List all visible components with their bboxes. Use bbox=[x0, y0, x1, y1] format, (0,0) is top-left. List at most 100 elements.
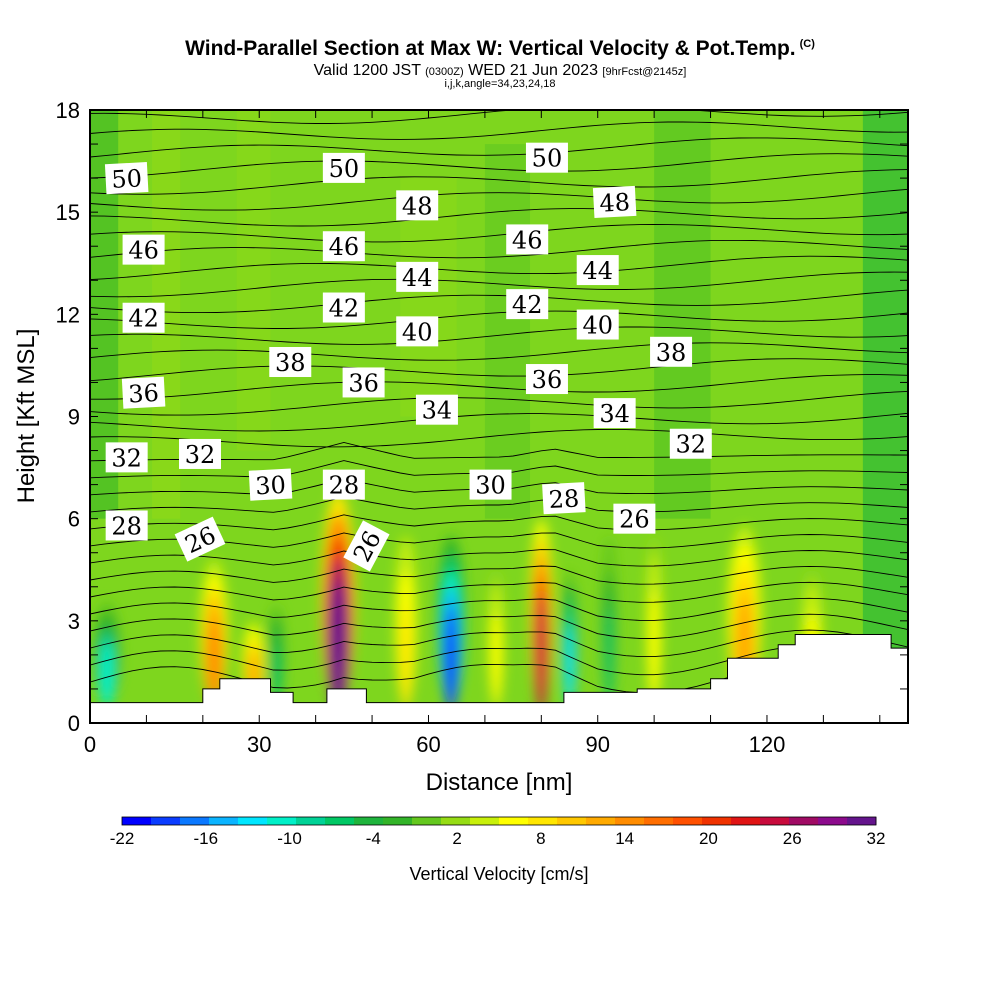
colorbar: -22 -16 -10 -4 2 8 14 20 26 32 bbox=[110, 816, 886, 848]
pot-temp-label-bg bbox=[415, 394, 458, 425]
pot-temp-label-bg bbox=[593, 398, 636, 429]
pot-temp-label: 46 bbox=[322, 231, 365, 262]
colorbar-tick-label: -4 bbox=[366, 829, 381, 848]
colorbar-swatch bbox=[760, 817, 790, 825]
pot-temp-label-bg bbox=[469, 469, 512, 500]
velocity-column bbox=[565, 625, 574, 711]
isentrope-line bbox=[90, 581, 908, 603]
velocity-column bbox=[604, 605, 614, 713]
isentrope-line bbox=[90, 645, 908, 676]
isentrope-line bbox=[90, 188, 908, 211]
pot-temp-label-text: 42 bbox=[128, 305, 159, 333]
pot-temp-label-text: 32 bbox=[676, 431, 707, 459]
colorbar-tick-label: 32 bbox=[867, 829, 886, 848]
pot-temp-label-bg bbox=[248, 468, 293, 501]
terrain bbox=[90, 634, 908, 723]
colorbar-swatch bbox=[180, 817, 210, 825]
pot-temp-label-bg bbox=[322, 469, 365, 500]
pot-temp-label-text: 44 bbox=[582, 257, 613, 285]
pot-temp-label: 36 bbox=[525, 364, 568, 395]
pot-temp-label-bg bbox=[396, 190, 439, 221]
pot-temp-label-text: 48 bbox=[599, 188, 631, 218]
x-tick-labels: 0 30 60 90 120 bbox=[84, 732, 785, 757]
pot-temp-label: 48 bbox=[396, 190, 439, 221]
colorbar-swatch bbox=[325, 817, 355, 825]
pot-temp-label: 48 bbox=[592, 185, 637, 219]
colorbar-swatch bbox=[267, 817, 297, 825]
velocity-column bbox=[330, 580, 347, 716]
colorbar-tick-label: 2 bbox=[452, 829, 461, 848]
pot-temp-label: 30 bbox=[248, 468, 293, 501]
isentrope-line bbox=[90, 153, 908, 179]
pot-temp-label: 38 bbox=[650, 336, 693, 367]
pot-temp-label-text: 38 bbox=[275, 349, 306, 377]
pot-temp-label-text: 40 bbox=[582, 312, 613, 340]
pot-temp-label-bg bbox=[650, 336, 693, 367]
pot-temp-label-text: 28 bbox=[329, 472, 360, 500]
pot-temp-label-text: 34 bbox=[422, 397, 453, 425]
pot-temp-label-text: 50 bbox=[329, 155, 360, 183]
pot-temp-label-text: 36 bbox=[128, 379, 160, 409]
velocity-column bbox=[444, 605, 458, 713]
pot-temp-label: 50 bbox=[322, 152, 365, 183]
axis-ticks bbox=[90, 110, 908, 723]
pot-temp-label-text: 42 bbox=[329, 295, 360, 323]
y-tick-label: 18 bbox=[56, 98, 80, 123]
pot-temp-label-text: 46 bbox=[329, 233, 360, 261]
isentrope-line bbox=[90, 255, 908, 281]
pot-temp-label: 36 bbox=[342, 367, 385, 398]
colorbar-title: Vertical Velocity [cm/s] bbox=[409, 864, 588, 884]
pot-temp-label: 34 bbox=[593, 398, 636, 429]
isentrope-line bbox=[90, 271, 908, 298]
isentrope-line bbox=[90, 374, 908, 400]
subtitle-valid: Valid 1200 JST bbox=[313, 62, 421, 79]
pot-temp-label: 46 bbox=[506, 224, 549, 255]
isentrope-line bbox=[90, 412, 908, 432]
pot-temp-label: 38 bbox=[269, 347, 312, 378]
isentrope-line bbox=[90, 428, 908, 448]
isentrope-line bbox=[90, 597, 908, 621]
isentrope-line bbox=[90, 121, 908, 140]
colorbar-swatch bbox=[441, 817, 471, 825]
pot-temp-label-bg bbox=[396, 261, 439, 292]
pot-temp-label-bg bbox=[104, 162, 149, 195]
isentrope-line bbox=[90, 224, 908, 243]
colorbar-tick-label: -16 bbox=[193, 829, 218, 848]
isentrope-line bbox=[90, 629, 908, 658]
colorbar-swatch bbox=[789, 817, 819, 825]
pot-temp-label: 32 bbox=[179, 438, 222, 469]
colorbar-swatch bbox=[122, 817, 152, 825]
isentrope-line bbox=[90, 514, 908, 531]
y-tick-label: 3 bbox=[68, 609, 80, 634]
background-band bbox=[484, 144, 531, 519]
colorbar-swatch bbox=[586, 817, 616, 825]
plot-area bbox=[90, 110, 908, 723]
pot-temp-label: 50 bbox=[104, 162, 149, 195]
pot-temp-label-bg bbox=[613, 503, 656, 534]
chart-subtitle-indices: i,j,k,angle=34,23,24,18 bbox=[444, 78, 556, 90]
subtitle-date: WED 21 Jun 2023 bbox=[468, 62, 598, 79]
isentrope-line bbox=[90, 358, 908, 382]
pot-temp-label: 28 bbox=[322, 469, 365, 500]
pot-temp-label: 28 bbox=[542, 482, 586, 515]
colorbar-swatch bbox=[644, 817, 674, 825]
colorbar-swatch bbox=[615, 817, 645, 825]
pot-temp-label-text: 34 bbox=[599, 400, 630, 428]
pot-temp-label-text: 46 bbox=[512, 226, 543, 254]
pot-temp-label-bg bbox=[525, 364, 568, 395]
colorbar-tick-label: 14 bbox=[615, 829, 634, 848]
isentrope-line bbox=[90, 532, 908, 549]
velocity-column bbox=[535, 595, 547, 714]
pot-temp-label: 28 bbox=[105, 510, 148, 541]
isentrope-line bbox=[90, 390, 908, 416]
pot-temp-label-text: 36 bbox=[532, 366, 563, 394]
pot-temp-label-bg bbox=[121, 376, 166, 409]
pot-temp-label: 46 bbox=[122, 234, 165, 265]
pot-temp-label-bg bbox=[122, 302, 165, 333]
pot-temp-label-text: 50 bbox=[111, 164, 143, 194]
x-tick-label: 0 bbox=[84, 732, 96, 757]
pot-temp-label-bg bbox=[576, 309, 619, 340]
colorbar-swatch bbox=[383, 817, 413, 825]
pot-temp-label-bg bbox=[506, 224, 549, 255]
pot-temp-label: 42 bbox=[322, 292, 365, 323]
